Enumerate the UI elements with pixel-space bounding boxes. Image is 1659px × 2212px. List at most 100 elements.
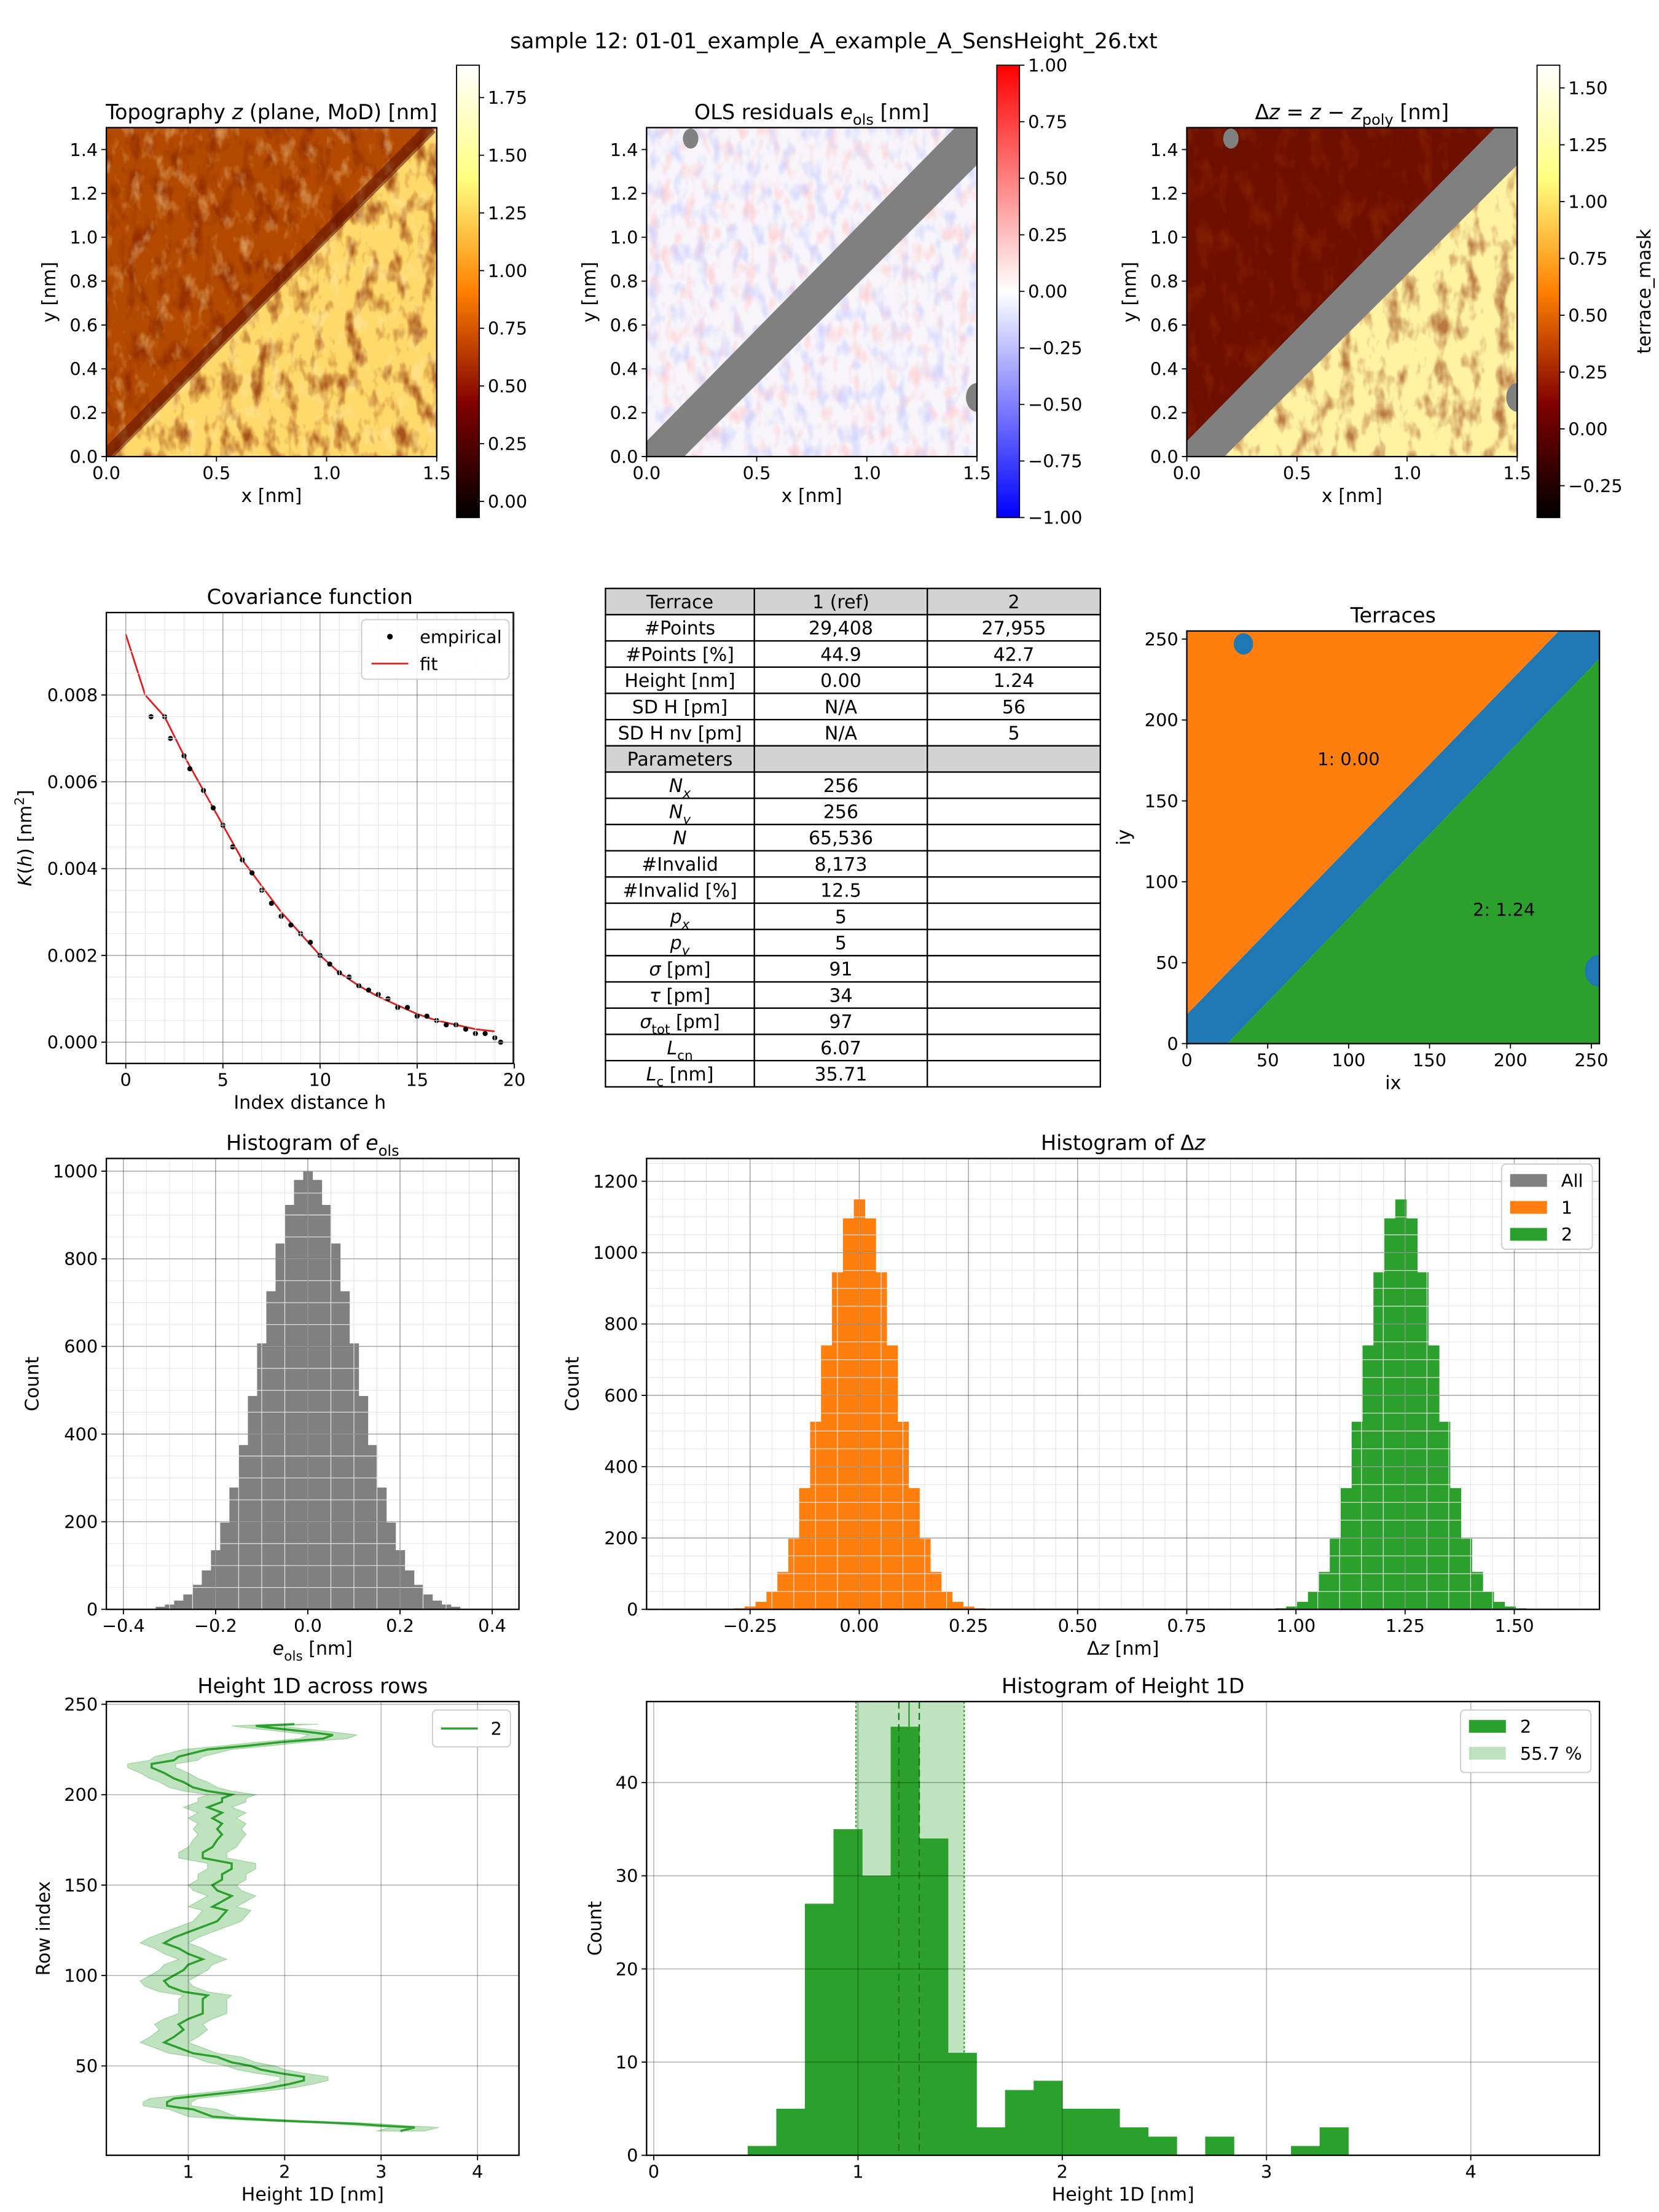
x-tick-label: 0.5: [202, 463, 230, 484]
text-segment: τ: [649, 985, 661, 1006]
uncertainty-band: [127, 1724, 439, 2132]
colorbar-tick-label: −0.25: [1568, 476, 1622, 496]
plot-area: [1186, 630, 1600, 1044]
step-band-region: [1186, 630, 1600, 1044]
table-cell: [927, 850, 1101, 878]
table-cell-terrace-1: 1 (ref): [812, 592, 869, 613]
plot-area: [747, 1701, 1349, 2155]
x-tick-label: 15: [406, 1070, 429, 1091]
y-tick-label: 20: [616, 1959, 638, 1980]
histogram-bar-terrace-2: [1504, 1606, 1516, 1610]
table-row: Ny 256: [605, 798, 1101, 828]
histogram-bar-terrace-1: [842, 1218, 855, 1610]
table-cell-terrace-2: 2: [1008, 592, 1019, 613]
colorbar-tick-label: −0.50: [1028, 394, 1082, 415]
x-tick-label: 1.00: [1276, 1615, 1316, 1636]
text-segment: σ: [640, 1011, 652, 1033]
histogram-bar: [450, 1606, 461, 1610]
x-tick-label: 0.0: [92, 463, 120, 484]
table-cell: [605, 719, 755, 747]
histogram-bar: [321, 1204, 332, 1610]
table-row: Height [nm] 0.00 1.24: [605, 666, 1101, 694]
x-tick-label: 0: [1181, 1049, 1192, 1070]
histogram-bar-terrace-2: [1286, 1606, 1298, 1610]
histogram-bar-terrace-1: [908, 1488, 920, 1610]
step-edge-shadow: [106, 127, 436, 457]
table-cell-terrace-1: 44.9: [820, 644, 861, 665]
legend-label-fit: fit: [420, 653, 437, 674]
y-tick-label: 0.6: [1150, 315, 1179, 335]
text-segment: Terraces: [1350, 603, 1436, 627]
masked-blob: [1506, 383, 1518, 412]
y-axis-label: iy: [1113, 830, 1135, 845]
y-tick-label: 1000: [53, 1161, 98, 1182]
x-tick-label: 10: [308, 1070, 331, 1091]
y-axis-label: y [nm]: [1119, 262, 1140, 323]
text-segment: [nm]: [874, 100, 930, 124]
y-tick-label: 250: [1145, 629, 1179, 649]
axes-frame: [105, 611, 514, 1064]
y-tick-label: 100: [1145, 871, 1179, 892]
colorbar-gradient: [996, 65, 1021, 519]
text-segment: Parameters: [627, 749, 733, 771]
empirical-point: [249, 870, 255, 876]
y-tick-label: 0.8: [69, 271, 98, 292]
text-segment: poly: [1362, 111, 1394, 128]
empirical-point: [269, 900, 274, 906]
text-segment: x: [682, 786, 691, 801]
x-axis-label: Δz [nm]: [1087, 1638, 1159, 1660]
text-segment: Height 1D [nm]: [241, 2184, 384, 2206]
y-tick-label: 0.0: [610, 446, 638, 467]
histogram-bar-terrace-2: [1362, 1345, 1374, 1610]
y-tick-label: 0.6: [69, 315, 98, 335]
colorbar-tick-label: 1.25: [1568, 135, 1607, 155]
histogram-bar: [238, 1445, 249, 1610]
table-cell-label: Lcn: [667, 1038, 692, 1064]
histogram-bar: [202, 1570, 212, 1610]
histogram-bar: [919, 1838, 949, 2155]
table-row: N 65,536: [605, 823, 1101, 852]
x-tick-label: 20: [503, 1070, 526, 1091]
x-tick-label: 150: [1413, 1049, 1446, 1070]
table-cell: [753, 666, 928, 694]
axes-title: Height 1D across rows: [197, 1674, 428, 1698]
colorbar-tick-label: 0.75: [488, 318, 527, 339]
text-segment: #Invalid [%]: [622, 880, 737, 902]
text-segment: ols: [284, 1649, 302, 1664]
histogram-bar: [747, 2146, 777, 2155]
y-axis-label: Count: [22, 1357, 43, 1411]
y-tick-label: 0.6: [610, 315, 638, 335]
table-cell-terrace-1: 6.07: [820, 1038, 861, 1059]
x-tick-label: 0.4: [478, 1615, 506, 1636]
table-cell: [753, 719, 928, 747]
table-cell: [927, 928, 1101, 957]
histogram-bar-terrace-2: [1438, 1421, 1451, 1610]
table-cell-label: SD H nv [pm]: [618, 723, 742, 744]
colorbar-tick-label: 0.25: [1568, 362, 1607, 383]
table-cell-label: τ [pm]: [649, 985, 710, 1006]
x-tick-label: 0.25: [949, 1615, 988, 1636]
y-axis-label: y [nm]: [579, 262, 600, 323]
step-band-blob: [1233, 633, 1253, 655]
ols-residuals-colorbar: −1.00 −0.75 −0.50 −0.25 0.00 0.25 0.50 0.75 1.00: [996, 55, 1082, 528]
y-tick-label: 0: [627, 2145, 638, 2166]
table-cell: [927, 587, 1101, 616]
axes-frame: [105, 1158, 520, 1610]
y-tick-label: 0.000: [47, 1032, 98, 1053]
table-row: #Points [%] 44.9 42.7: [605, 640, 1101, 668]
table-row: SD H nv [pm] N/A 5: [605, 719, 1101, 747]
y-tick-label: 100: [64, 1966, 98, 1986]
text-segment: OLS residuals: [694, 100, 840, 124]
y-tick-label: 1.2: [1150, 183, 1179, 204]
text-segment: Count: [584, 1901, 606, 1956]
legend: All 1 2: [1500, 1163, 1593, 1250]
x-tick-label: 1.50: [1494, 1615, 1534, 1636]
y-tick-label: 1200: [593, 1171, 638, 1192]
x-tick-label: 0: [648, 2162, 659, 2183]
colorbar-tick-label: 1.50: [1568, 78, 1607, 99]
histogram-bar: [367, 1445, 378, 1610]
empirical-point: [366, 987, 372, 993]
colorbar-tick-label: 0.75: [1028, 112, 1067, 133]
text-segment: N: [669, 802, 683, 823]
histogram-bar-terrace-2: [1482, 1591, 1494, 1610]
